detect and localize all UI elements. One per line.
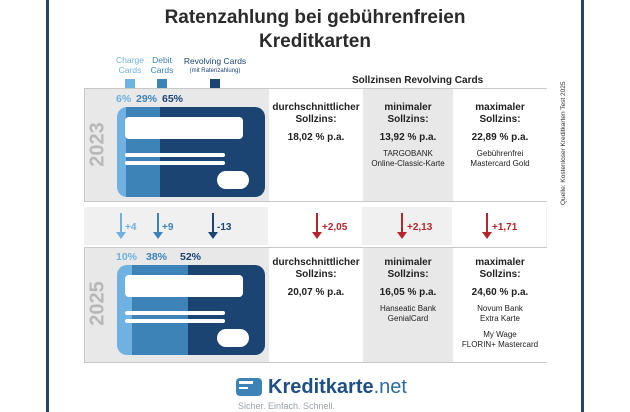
slogan: Sicher. Einfach. Schnell.	[238, 401, 336, 411]
pct-revolving-2023: 65%	[162, 93, 184, 105]
page-title: Ratenzahlung bei gebührenfreien Kreditka…	[164, 7, 466, 52]
min-rate-2025: minimaler Sollzins: 16,05 % p.a. Hanseati…	[379, 257, 437, 323]
arrow-max-change	[482, 213, 492, 239]
white-block-max	[453, 89, 547, 201]
change-avg: +2,05	[322, 222, 348, 233]
card-illustration-2025	[117, 265, 265, 355]
arrow-debit-change	[153, 213, 163, 239]
legend-debit-swatch	[157, 79, 167, 89]
pct-charge-2025: 10%	[116, 251, 138, 263]
avg-rate-2025: durchschnittlicher Sollzins: 20,07 % p.a.	[272, 257, 360, 298]
arrow-charge-change	[116, 213, 126, 239]
legend-revolving-swatch	[210, 79, 220, 89]
pct-charge-2023: 6%	[116, 93, 132, 105]
max-rate-2025: maximaler Sollzins: 24,60 % p.a. Novum Ba…	[461, 257, 539, 349]
change-debit: +9	[162, 222, 174, 233]
left-frame-line	[46, 0, 49, 412]
right-frame-line	[581, 0, 584, 412]
avg-rate-2023: durchschnittlicher Sollzins: 18,02 % p.a.	[272, 102, 360, 143]
arrow-revolving-change	[208, 213, 218, 239]
change-charge: +4	[125, 222, 137, 233]
pct-revolving-2025: 52%	[180, 251, 202, 263]
arrow-avg-change	[312, 213, 322, 239]
change-min: +2,13	[407, 222, 433, 233]
section-heading: Sollzinsen Revolving Cards	[352, 75, 484, 86]
pct-debit-2025: 38%	[146, 251, 168, 263]
change-revolving: -13	[217, 222, 232, 233]
year-label-2025: 2025	[86, 281, 109, 326]
max-rate-2023: maximaler Sollzins: 22,89 % p.a. Gebühren…	[470, 102, 530, 168]
change-max: +1,71	[492, 222, 518, 233]
logo: Kreditkarte.net	[268, 376, 407, 398]
pct-debit-2023: 29%	[136, 93, 158, 105]
arrow-min-change	[397, 213, 407, 239]
legend-charge-swatch	[125, 79, 135, 89]
source-note: Quelle: Kostenloser Kreditkarten Test 20…	[560, 81, 567, 205]
legend-charge: Charge Cards	[116, 55, 144, 75]
white-block-avg	[269, 89, 363, 201]
legend-debit: Debit Cards	[150, 55, 174, 75]
year-label-2023: 2023	[86, 122, 109, 167]
legend-revolving: Revolving Cards (mit Ratenzahlung)	[183, 56, 247, 74]
logo-icon	[236, 378, 262, 396]
card-illustration-2023	[117, 107, 265, 197]
min-rate-2023: minimaler Sollzins: 13,92 % p.a. TARGOBAN…	[371, 102, 445, 168]
